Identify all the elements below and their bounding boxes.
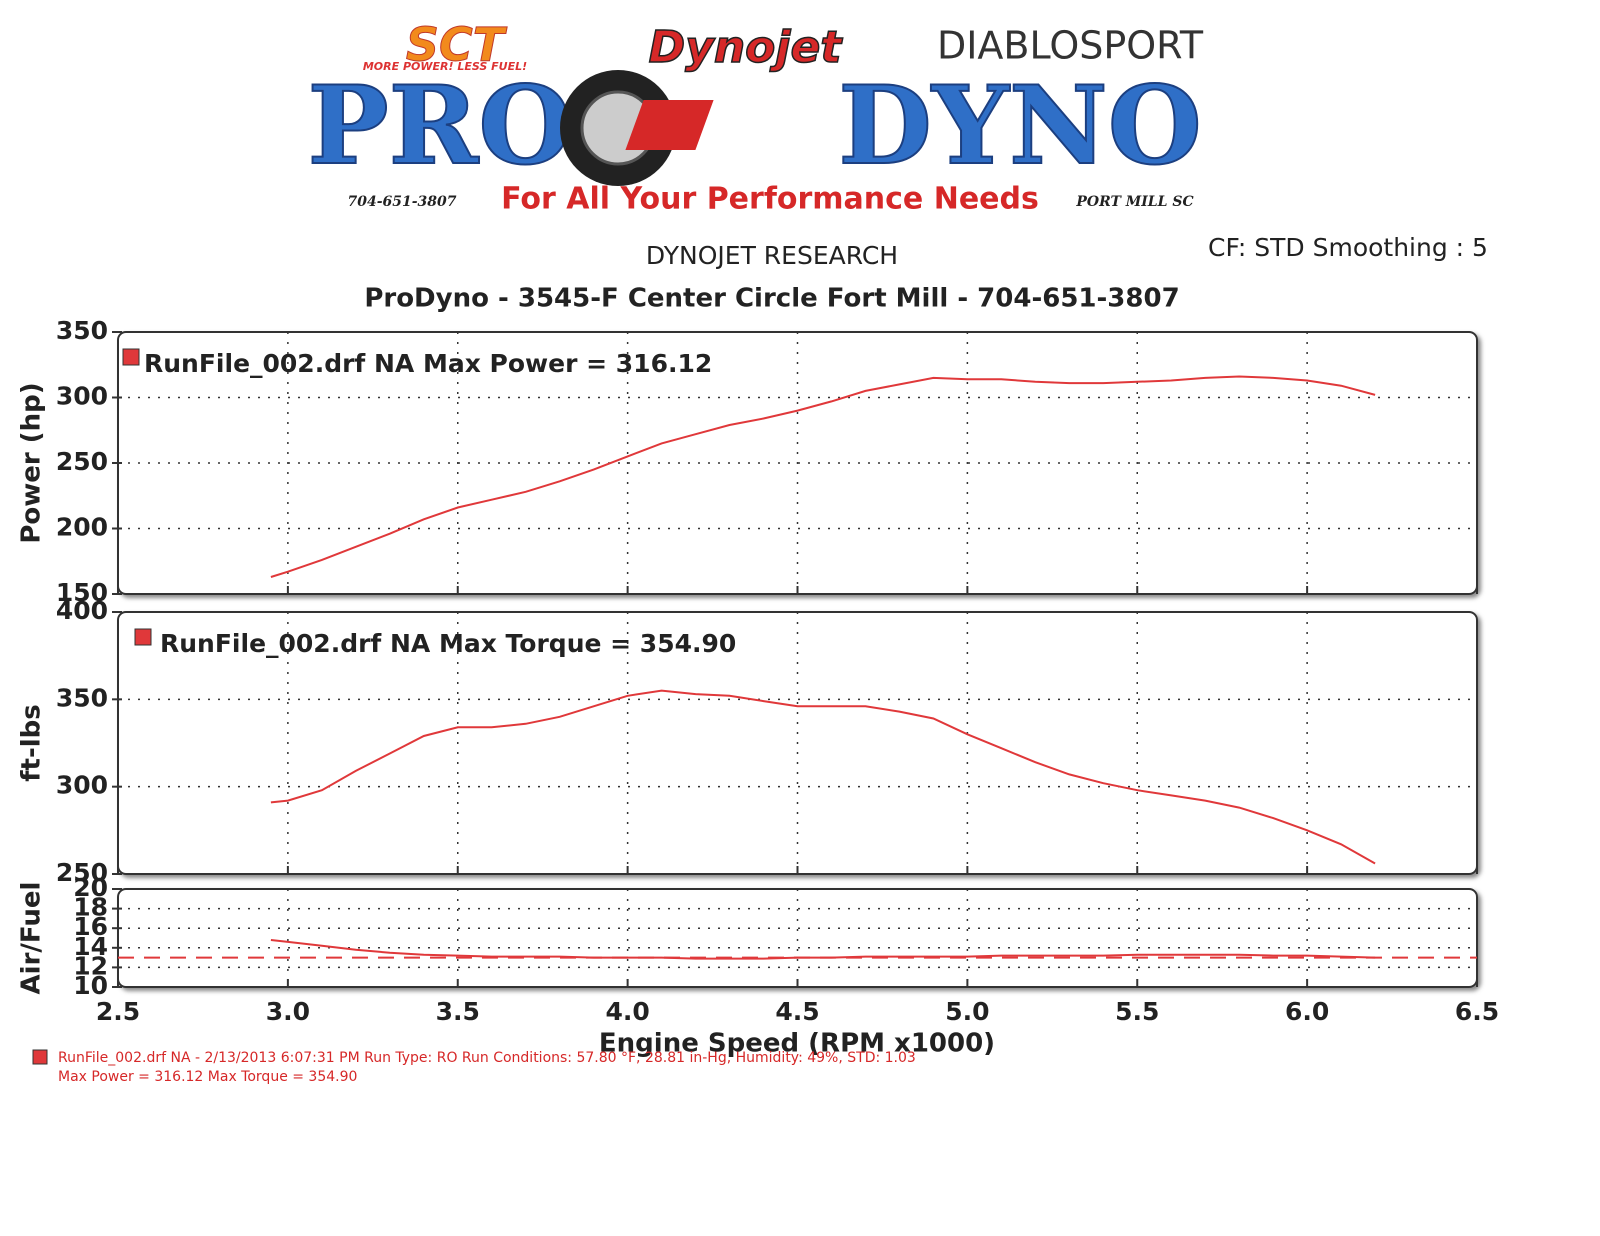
x-tick-label: 3.0 — [266, 997, 310, 1026]
dynojet-logo: Dynojet — [649, 22, 844, 73]
panel — [117, 888, 1478, 988]
footer-swatch — [32, 1049, 48, 1065]
data-line — [270, 375, 1376, 578]
logo-right: DYNO — [838, 63, 1202, 189]
y-tick-label: 350 — [56, 683, 108, 712]
footer-line: Max Power = 316.12 Max Torque = 354.90 — [58, 1069, 357, 1085]
chart-title: DYNOJET RESEARCH — [646, 241, 898, 270]
footer-line: RunFile_002.drf NA - 2/13/2013 6:07:31 P… — [58, 1050, 916, 1066]
data-line — [270, 939, 1376, 960]
y-tick-label: 16 — [73, 912, 108, 941]
y-tick-label: 150 — [56, 578, 108, 607]
data-line — [270, 689, 1376, 865]
legend-swatch — [134, 628, 152, 646]
sct-tagline: MORE POWER! LESS FUEL! — [363, 60, 527, 73]
y-tick-label: 300 — [56, 771, 108, 800]
y-tick-label: 200 — [56, 513, 108, 542]
x-tick-label: 6.0 — [1285, 997, 1329, 1026]
slogan: For All Your Performance Needs — [501, 182, 1039, 217]
sct-logo: SCT — [406, 18, 508, 72]
x-tick-label: 4.5 — [775, 997, 819, 1026]
x-tick-label: 4.0 — [605, 997, 649, 1026]
legend-label: RunFile_002.drf NA Max Torque = 354.90 — [160, 629, 736, 658]
y-tick-label: 250 — [56, 858, 108, 887]
y-tick-label: 350 — [56, 316, 108, 345]
y-axis-label: Air/Fuel — [17, 882, 47, 995]
y-tick-label: 20 — [73, 873, 108, 902]
legend-swatch — [122, 348, 140, 366]
logo-left: PRO — [307, 63, 572, 189]
y-tick-label: 250 — [56, 447, 108, 476]
location: PORT MILL SC — [1075, 194, 1193, 210]
x-tick-label: 5.0 — [945, 997, 989, 1026]
y-tick-label: 12 — [73, 951, 108, 980]
y-tick-label: 300 — [56, 382, 108, 411]
x-tick-label: 3.5 — [436, 997, 480, 1026]
corner-note: CF: STD Smoothing : 5 — [1208, 233, 1488, 262]
y-tick-label: 18 — [73, 893, 108, 922]
phone: 704-651-3807 — [347, 194, 456, 210]
y-tick-label: 10 — [73, 971, 108, 1000]
chart-subtitle: ProDyno - 3545-F Center Circle Fort Mill… — [364, 284, 1179, 314]
y-tick-label: 14 — [73, 932, 108, 961]
y-axis-label: ft-lbs — [17, 704, 47, 782]
flag-icon — [625, 100, 714, 150]
x-tick-label: 5.5 — [1115, 997, 1159, 1026]
x-tick-label: 2.5 — [96, 997, 140, 1026]
x-tick-label: 6.5 — [1455, 997, 1499, 1026]
y-axis-label: Power (hp) — [17, 382, 47, 543]
diablosport-logo: DIABLOSPORT — [937, 24, 1204, 68]
legend-label: RunFile_002.drf NA Max Power = 316.12 — [144, 349, 712, 378]
x-axis-label: Engine Speed (RPM x1000) — [599, 1029, 995, 1059]
y-tick-label: 400 — [56, 596, 108, 625]
